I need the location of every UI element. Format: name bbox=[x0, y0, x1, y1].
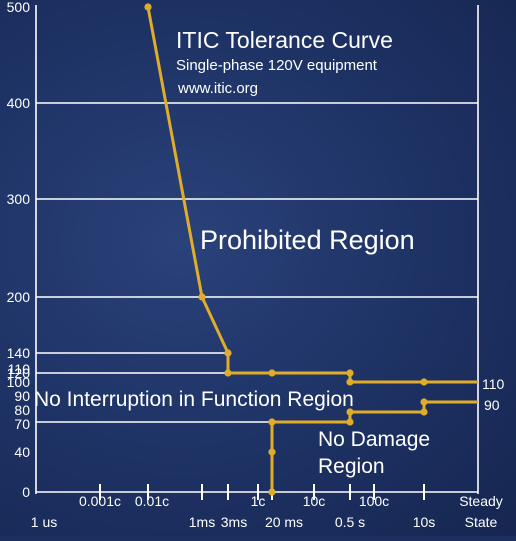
x-tick-label-top: Steady bbox=[459, 493, 503, 509]
y-tick-label-40: 40 bbox=[14, 444, 30, 460]
no-interruption-region-label: No Interruption in Function Region bbox=[34, 388, 354, 411]
no-damage-region-label-line-2: Region bbox=[318, 455, 385, 478]
curve-point bbox=[224, 369, 232, 377]
x-tick-label-bottom: State bbox=[465, 514, 498, 530]
chart-subtitle-line-2: www.itic.org bbox=[177, 80, 258, 97]
y-tick-label-0: 0 bbox=[22, 484, 30, 500]
x-tick-label-top: 100c bbox=[359, 493, 389, 509]
x-tick-label-top: 1c bbox=[251, 493, 266, 509]
x-tick-labels: 0.001c 0.01c 1c 10c 100c Steady 1 us 1ms 3ms 20 m… bbox=[31, 493, 503, 530]
x-tick-label-bottom: 1ms bbox=[189, 514, 215, 530]
x-tick-label-bottom: 20 ms bbox=[265, 514, 303, 530]
right-value-label-90: 90 bbox=[484, 397, 500, 413]
right-value-label-110: 110 bbox=[482, 376, 505, 392]
y-tick-label-500: 500 bbox=[7, 0, 31, 15]
y-tick-label-120: 120 bbox=[7, 365, 31, 381]
curve-point bbox=[346, 418, 354, 426]
y-tick-label-110: 110 bbox=[8, 361, 31, 377]
curve-point bbox=[198, 293, 206, 301]
chart-title: ITIC Tolerance Curve bbox=[176, 27, 393, 53]
curve-point bbox=[346, 408, 354, 416]
y-tick-label-70: 70 bbox=[14, 416, 30, 432]
curve-point bbox=[268, 369, 276, 377]
x-tick-label-bottom: 1 us bbox=[31, 514, 57, 530]
curve-point bbox=[420, 408, 428, 416]
y-tick-label-300: 300 bbox=[7, 191, 31, 207]
curve-point bbox=[268, 448, 276, 456]
x-tick-label-top: 0.001c bbox=[79, 493, 121, 509]
x-tick-label-top: 10c bbox=[303, 493, 326, 509]
curve-point bbox=[268, 418, 276, 426]
y-tick-label-90: 90 bbox=[14, 388, 30, 404]
curve-point bbox=[144, 3, 152, 11]
tolerance-curves bbox=[144, 3, 478, 496]
curve-point bbox=[346, 369, 354, 377]
x-tick-label-top: 0.01c bbox=[135, 493, 169, 509]
x-tick-label-bottom: 10s bbox=[413, 514, 436, 530]
curve-point bbox=[224, 349, 232, 357]
curve-point bbox=[268, 488, 276, 496]
no-damage-region-label-line-1: No Damage bbox=[318, 428, 430, 451]
curve-point bbox=[346, 378, 354, 386]
y-tick-label-400: 400 bbox=[7, 95, 31, 111]
y-tick-label-100: 100 bbox=[7, 374, 31, 390]
curve-point bbox=[420, 378, 428, 386]
x-tick-label-bottom: 3ms bbox=[221, 514, 247, 530]
y-tick-label-200: 200 bbox=[7, 289, 31, 305]
curve-point bbox=[420, 398, 428, 406]
chart-subtitle-line-1: Single-phase 120V equipment bbox=[176, 57, 378, 74]
y-tick-label-140: 140 bbox=[7, 345, 31, 361]
x-tick-label-bottom: 0.5 s bbox=[335, 514, 365, 530]
y-tick-label-80: 80 bbox=[14, 402, 30, 418]
prohibited-region-label: Prohibited Region bbox=[200, 225, 415, 255]
